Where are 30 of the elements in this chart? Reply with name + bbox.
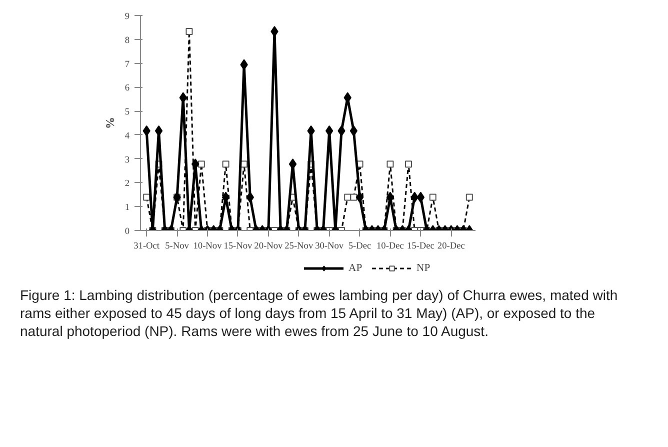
x-tick-label: 5-Dec <box>348 242 372 252</box>
x-tick-label: 15-Nov <box>224 242 253 252</box>
x-tick-label: 10-Dec <box>376 242 404 252</box>
y-tick-label: 6 <box>124 84 130 94</box>
x-tick-label: 25-Nov <box>284 242 314 252</box>
y-tick-label: 3 <box>124 155 130 166</box>
legend-label: AP <box>348 262 364 274</box>
x-tick-label: 15-Dec <box>406 242 434 252</box>
x-tick-label: 30-Nov <box>315 242 344 252</box>
y-tick-label: 8 <box>124 36 130 46</box>
y-tick-label: 2 <box>124 179 130 190</box>
point <box>325 125 334 136</box>
x-tick-label: 10-Nov <box>193 242 222 252</box>
x-tick-label: 20-Nov <box>254 242 283 252</box>
point <box>356 192 364 203</box>
y-axis-title: % <box>102 117 117 129</box>
y-tick-label: 7 <box>124 60 130 70</box>
y-tick-label: 9 <box>124 12 130 22</box>
point <box>154 125 163 136</box>
y-tick-label: 0 <box>124 227 130 237</box>
y-tick-label: 1 <box>124 203 130 214</box>
x-tick-label: 5-Nov <box>165 242 190 252</box>
legend-label: NP <box>416 262 432 274</box>
y-tick-label: 4 <box>124 131 130 142</box>
point <box>416 192 425 203</box>
x-tick-label: 31-Oct <box>134 242 160 252</box>
x-tick-label: 20-Dec <box>437 242 465 252</box>
y-tick-label: 5 <box>124 108 130 118</box>
text: Figure 1: Lambing distribution (percentage of ewes lambing per day) of Churra ewes, mated with rams either exposed to 45 days of long days from 15 April to 31 May) (AP), or exposed to the natural photoperiod (NP). Rams were with ewes from 25 June to 10 August. <box>20 286 619 341</box>
point <box>350 125 358 136</box>
